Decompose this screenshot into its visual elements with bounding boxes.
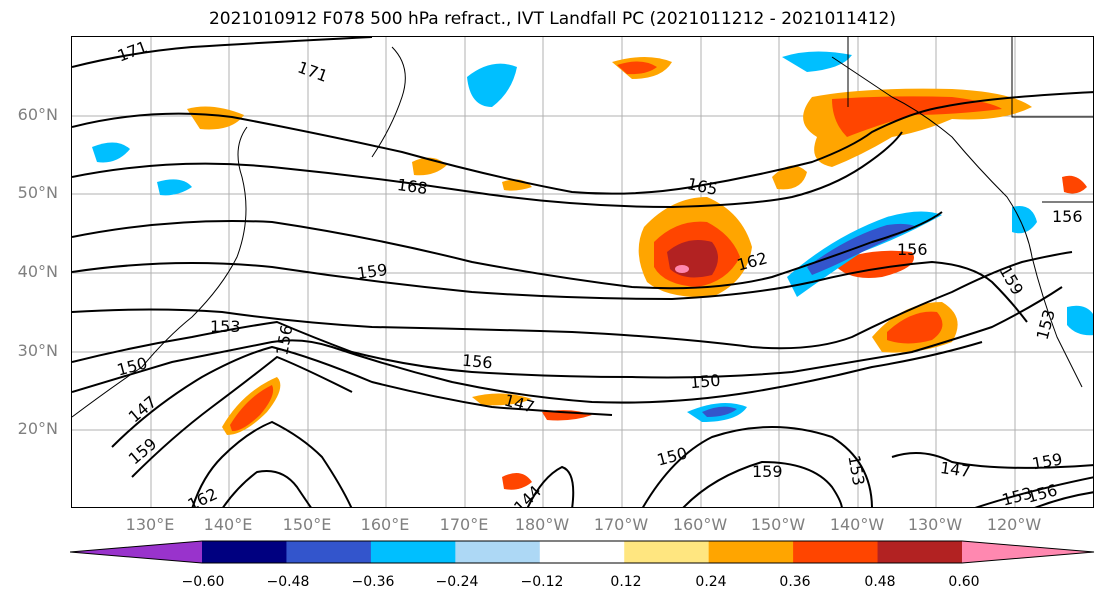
contour-label: 168 [396, 175, 429, 198]
colorbar-tick-label: 0.36 [779, 574, 811, 590]
colorbar-segment [793, 541, 879, 563]
contour-label: 153 [210, 317, 241, 336]
lat-label: 40°N [17, 262, 58, 281]
map-panel: 171 171 168 165 162 159 156 156 156 153 … [71, 36, 1094, 508]
contour-label: 162 [185, 484, 221, 508]
lon-label: 130°W [907, 515, 963, 534]
lon-label: 140°W [829, 515, 885, 534]
contour-label: 159 [752, 462, 783, 481]
lon-label: 180°W [514, 515, 570, 534]
lat-label: 20°N [17, 419, 58, 438]
colorbar-tick-label: −0.48 [266, 574, 310, 590]
map-title: 2021010912 F078 500 hPa refract., IVT La… [208, 9, 896, 29]
map-canvas: 171 171 168 165 162 159 156 156 156 153 … [72, 37, 1093, 508]
contour-label: 165 [685, 174, 719, 199]
contour-label: 153 [844, 454, 868, 487]
colorbar-tick-label: 0.48 [864, 574, 896, 590]
lat-label: 30°N [17, 341, 58, 360]
colorbar-segment [202, 541, 287, 563]
colorbar-segment [877, 541, 963, 563]
colorbar-tick-label: 0.24 [695, 574, 727, 590]
height-contours [72, 37, 1093, 507]
colorbar-segment [286, 541, 372, 563]
contour-label: 156 [897, 240, 928, 259]
colorbar-outline [70, 540, 1095, 564]
colorbar-segment [455, 541, 541, 563]
contour-label: 156 [1052, 207, 1083, 226]
lon-label: 150°W [750, 515, 806, 534]
contour-label: 147 [125, 392, 161, 426]
contour-label: 150 [689, 371, 721, 393]
lat-label: 50°N [17, 183, 58, 202]
colorbar-extend-min [70, 541, 202, 563]
contour-label: 171 [115, 37, 150, 65]
colorbar-tick-label: −0.60 [181, 574, 225, 590]
contour-label: 159 [995, 262, 1027, 298]
contour-label: 150 [115, 353, 149, 379]
lon-label: 170°W [593, 515, 649, 534]
contour-label: 156 [1025, 480, 1059, 506]
colorbar [70, 540, 1095, 564]
contour-label: 153 [1033, 307, 1059, 341]
contour-label: 150 [655, 443, 689, 469]
lon-label: 150°E [282, 515, 332, 534]
colorbar-tick-label: −0.24 [435, 574, 479, 590]
lon-label: 120°W [986, 515, 1042, 534]
contour-label: 153 [1000, 483, 1034, 508]
colorbar-segment [539, 541, 625, 563]
colorbar-tick-label: 0.12 [610, 574, 642, 590]
contour-label: 159 [1030, 449, 1063, 473]
contour-label: 159 [356, 260, 389, 283]
shaded-anomalies [92, 51, 1093, 490]
colorbar-tick-label: −0.12 [520, 574, 564, 590]
colorbar-segment [624, 541, 710, 563]
lon-label: 140°E [203, 515, 253, 534]
contour-label: 147 [939, 458, 972, 481]
contour-label: 171 [295, 58, 330, 86]
colorbar-tick-label: 0.60 [948, 574, 980, 590]
coastlines [72, 37, 1093, 418]
colorbar-extend-max [962, 541, 1094, 563]
lon-label: 160°E [360, 515, 410, 534]
lon-label: 130°E [125, 515, 175, 534]
lon-label: 160°W [672, 515, 728, 534]
colorbar-segment [370, 541, 456, 563]
colorbar-segments [70, 540, 1095, 564]
contour-label: 156 [461, 351, 493, 373]
contour-label: 147 [502, 390, 536, 416]
lat-label: 60°N [17, 105, 58, 124]
colorbar-tick-label: −0.36 [351, 574, 395, 590]
colorbar-segment [708, 541, 794, 563]
lon-label: 170°E [439, 515, 489, 534]
contour-label: 159 [125, 434, 161, 468]
